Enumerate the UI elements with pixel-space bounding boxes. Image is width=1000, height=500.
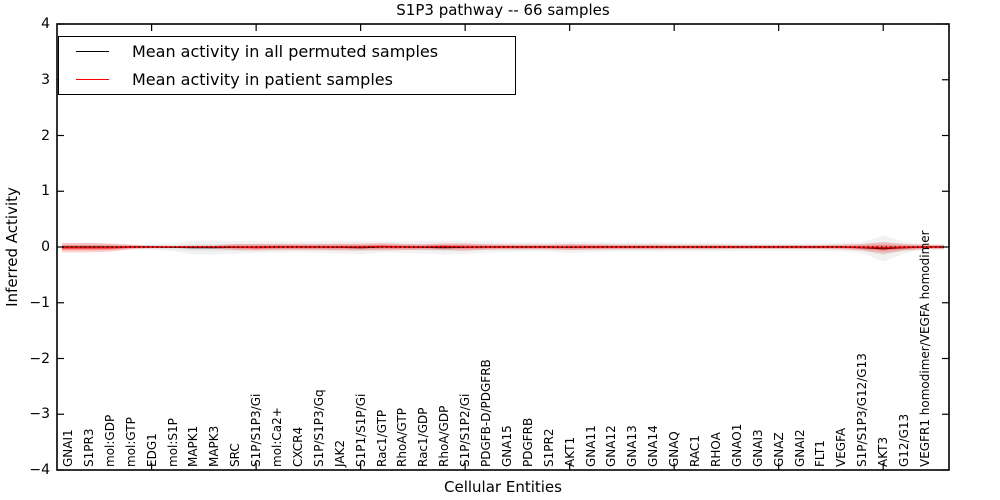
legend-item: Mean activity in patient samples: [59, 66, 515, 92]
x-tick-label: VEGFR1 homodimer/VEGFA homodimer: [918, 230, 932, 467]
x-tick-label: PDGFB-D/PDGFRB: [479, 359, 494, 467]
x-tick-label: mol:GTP: [123, 417, 138, 467]
x-tick-label: S1P1/S1P/Gi: [353, 393, 368, 467]
x-tick-label: S1P/S1P2/Gi: [458, 393, 473, 467]
x-tick-label: GNAI2: [792, 429, 807, 467]
x-tick-label: AKT1: [562, 436, 577, 467]
y-tick-label: −1: [29, 294, 50, 311]
x-axis-label: Cellular Entities: [444, 478, 562, 496]
x-tick-label: PDGFRB: [520, 417, 535, 467]
x-tick-label: EDG1: [144, 433, 159, 467]
x-tick-label: RhoA/GDP: [437, 405, 452, 467]
x-tick-label: S1P/S1P3/Gi: [249, 393, 264, 467]
legend-item: Mean activity in all permuted samples: [59, 39, 515, 65]
x-tick-label: RAC1: [688, 435, 703, 467]
x-tick-label: MAPK1: [186, 425, 201, 467]
x-tick-label: S1P/S1P3/Gq: [311, 389, 326, 467]
legend-line-swatch: [76, 78, 109, 80]
y-tick-label: −2: [29, 350, 50, 367]
x-tick-label: GNAO1: [729, 423, 744, 467]
x-tick-label: S1P/S1P3/G12/G13: [855, 353, 870, 467]
legend-line-swatch: [76, 51, 109, 53]
legend: Mean activity in all permuted samples Mea…: [58, 36, 516, 95]
band-patient-outer: [62, 242, 944, 254]
x-tick-label: GNAI3: [750, 429, 765, 467]
y-tick-label: 3: [41, 71, 50, 88]
chart-title: S1P3 pathway -- 66 samples: [396, 1, 610, 19]
x-tick-label: GNA15: [499, 425, 514, 467]
x-tick-label: Rac1/GDP: [416, 407, 431, 467]
x-tick-label: mol:GDP: [102, 414, 117, 467]
x-tick-label: mol:S1P: [165, 418, 180, 467]
band-permuted-inner: [62, 242, 944, 256]
x-tick-label: RhoA/GTP: [395, 408, 410, 467]
legend-label: Mean activity in all permuted samples: [132, 42, 439, 62]
x-tick-label: mol:Ca2+: [270, 407, 285, 467]
x-tick-label: GNAI1: [61, 429, 75, 467]
y-tick-label: −3: [29, 406, 50, 423]
x-tick-label: JAK2: [332, 439, 347, 467]
x-tick-label: GNA14: [646, 425, 661, 467]
x-tick-label: AKT3: [876, 436, 891, 467]
x-tick-label: GNA12: [604, 425, 619, 467]
legend-label: Mean activity in patient samples: [132, 69, 393, 89]
x-tick-label: Rac1/GTP: [374, 409, 389, 467]
x-tick-label: CXCR4: [290, 426, 305, 467]
x-tick-label: GNAQ: [667, 431, 682, 467]
y-tick-label: 1: [41, 183, 50, 200]
y-tick-label: 0: [41, 239, 50, 255]
y-tick-label: 2: [41, 127, 50, 144]
x-tick-label: S1PR2: [541, 428, 556, 467]
x-tick-label: MAPK3: [207, 425, 222, 467]
x-tick-label: FLT1: [813, 440, 828, 467]
x-tick-label: GNA13: [625, 425, 640, 467]
x-tick-label: S1PR3: [81, 428, 96, 467]
x-tick-label: RHOA: [708, 432, 723, 467]
y-tick-label: −4: [29, 462, 50, 478]
x-tick-label: SRC: [228, 443, 243, 467]
x-tick-label: GNAZ: [771, 432, 786, 467]
band-permuted-outer: [62, 235, 944, 262]
x-tick-label: G12/G13: [897, 413, 912, 467]
x-tick-label: VEGFA: [834, 427, 849, 467]
x-tick-label: GNA11: [583, 425, 598, 467]
y-tick-label: 4: [41, 16, 50, 32]
